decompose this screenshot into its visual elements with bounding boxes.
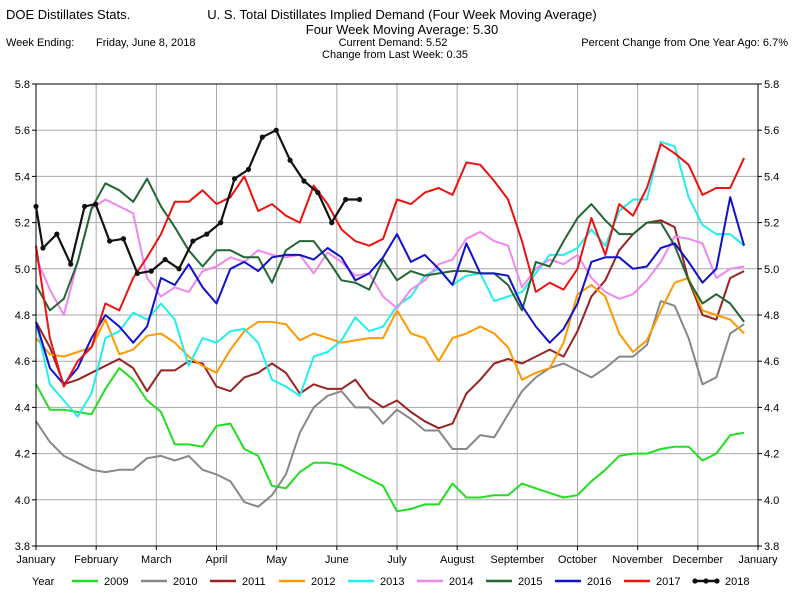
legend-marker [703, 578, 709, 584]
x-tick-label: June [325, 554, 349, 566]
legend-label-2009: 2009 [104, 576, 128, 588]
x-axis: January February March April May June July Augu… [16, 546, 778, 566]
plot-frame [35, 83, 759, 547]
chart-subtitle: Four Week Moving Average: 5.30 [305, 22, 499, 37]
x-tick-label: September [490, 554, 544, 566]
y-axis-left: 3.8 4.0 4.2 4.4 4.6 4.8 5.0 5.2 5.4 5.6 5.8 [15, 79, 36, 553]
y-tick-label: 5.0 [15, 264, 30, 276]
x-tick-label: October [558, 554, 597, 566]
series-point-2018 [106, 238, 113, 244]
y-tick-label: 4.4 [15, 402, 30, 414]
y-tick-label: 5.6 [764, 125, 779, 137]
series-line-2017 [35, 143, 746, 388]
y-tick-label: 5.2 [764, 218, 779, 230]
y-axis-right: 3.8 4.0 4.2 4.4 4.6 4.8 5.0 5.2 5.4 5.6 5.8 [758, 79, 779, 553]
y-tick-label: 5.0 [764, 264, 779, 276]
series-point-2018 [204, 231, 210, 237]
series-point-2018 [54, 231, 60, 237]
series-point-2018 [120, 236, 127, 242]
series-line-2010 [35, 300, 745, 508]
y-tick-label: 3.8 [764, 541, 779, 553]
y-tick-label: 3.8 [15, 541, 30, 553]
chart-title: U. S. Total Distillates Implied Demand (… [207, 7, 597, 22]
y-tick-label: 5.6 [15, 125, 30, 137]
y-tick-label: 5.4 [764, 171, 779, 183]
change-from-last-week: Change from Last Week: 0.35 [322, 49, 468, 61]
y-tick-label: 5.4 [15, 171, 30, 183]
legend-label-2012: 2012 [311, 576, 335, 588]
legend-title: Year [32, 576, 55, 588]
series-point-2018 [329, 220, 335, 226]
series-point-2018 [245, 166, 252, 173]
series-line-2014 [35, 198, 745, 316]
series-point-2018 [134, 270, 140, 277]
y-tick-label: 4.6 [15, 356, 30, 368]
y-tick-label: 5.8 [15, 79, 30, 91]
series-point-2018 [81, 203, 88, 210]
legend-marker [692, 578, 698, 584]
series-point-2018 [93, 201, 99, 207]
series-point-2018 [287, 157, 293, 163]
series-line-2012 [35, 277, 745, 381]
x-tick-label: March [141, 554, 172, 566]
grid [35, 83, 759, 547]
series-point-2018 [162, 256, 168, 263]
percent-change: Percent Change from One Year Ago: 6.7% [581, 37, 788, 49]
week-ending-label: Week Ending: [6, 37, 75, 49]
y-tick-label: 4.6 [764, 356, 779, 368]
legend-label-2013: 2013 [380, 576, 404, 588]
y-tick-label: 4.4 [764, 402, 779, 414]
series-point-2018 [148, 268, 154, 274]
series-line-2009 [35, 367, 745, 513]
x-tick-label: August [440, 554, 474, 566]
x-tick-label: July [387, 554, 407, 566]
legend-label-2010: 2010 [173, 576, 197, 588]
legend-label-2015: 2015 [518, 576, 542, 588]
y-tick-label: 5.2 [15, 218, 30, 230]
x-tick-label: January [16, 554, 56, 566]
y-tick-label: 4.2 [15, 449, 30, 461]
y-tick-label: 4.2 [764, 449, 779, 461]
legend-marker [714, 578, 720, 584]
series-point-2018 [356, 196, 363, 203]
legend-label-2016: 2016 [587, 576, 611, 588]
x-tick-label: December [672, 554, 723, 566]
legend: Year 2009 2010 2011 2012 2013 2014 2015 2016 201… [32, 576, 749, 588]
legend-label-2017: 2017 [656, 576, 680, 588]
week-ending-value: Friday, June 8, 2018 [96, 37, 196, 49]
series-line-2011 [35, 219, 745, 430]
y-tick-label: 4.8 [764, 310, 779, 322]
x-tick-label: April [205, 554, 227, 566]
series-point-2018 [218, 220, 224, 226]
series-point-2018 [176, 266, 182, 272]
series-point-2018 [315, 189, 321, 196]
series-point-2018 [68, 261, 74, 267]
y-tick-label: 5.8 [764, 79, 779, 91]
current-demand: Current Demand: 5.52 [338, 37, 448, 49]
x-tick-label: February [74, 554, 119, 566]
series-line-2016 [35, 196, 746, 386]
series-point-2018 [231, 176, 238, 182]
legend-label-2014: 2014 [449, 576, 473, 588]
x-tick-label: May [266, 554, 287, 566]
series-point-2018 [273, 127, 279, 133]
series-line-2018 [34, 129, 360, 275]
x-tick-label: November [612, 554, 663, 566]
series-line-2013 [35, 140, 745, 418]
series-point-2018 [343, 196, 349, 203]
series-point-2018 [190, 238, 196, 244]
source-label: DOE Distillates Stats. [6, 7, 131, 22]
series-point-2018 [259, 134, 265, 140]
series-point-2018 [301, 178, 307, 184]
series-layer [33, 127, 746, 513]
y-tick-label: 4.8 [15, 310, 30, 322]
series-line-2015 [35, 177, 745, 323]
legend-label-2018: 2018 [725, 576, 749, 588]
x-tick-label: January [738, 554, 778, 566]
legend-label-2011: 2011 [242, 576, 266, 588]
series-point-2018 [40, 245, 46, 251]
y-tick-label: 4.0 [15, 495, 30, 507]
y-tick-label: 4.0 [764, 495, 779, 507]
